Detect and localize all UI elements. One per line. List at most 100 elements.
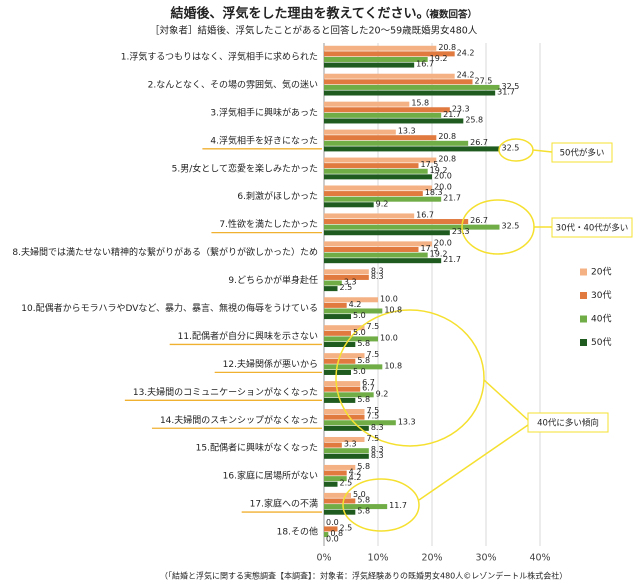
chart-title: 結婚後、浮気をした理由を教えてください。 bbox=[171, 6, 430, 22]
x-tick-label: 30% bbox=[475, 553, 496, 564]
category-label: 4.浮気相手を好きになった bbox=[210, 134, 318, 146]
bar bbox=[324, 280, 342, 286]
bar bbox=[324, 146, 500, 152]
value-label: 0.8 bbox=[330, 529, 343, 538]
bar bbox=[324, 84, 500, 90]
value-label: 7.5 bbox=[367, 412, 380, 421]
annotation-text: 50代が多い bbox=[560, 148, 605, 159]
value-label: 19.2 bbox=[430, 166, 448, 175]
x-tick-label: 40% bbox=[529, 553, 550, 564]
annotation-box bbox=[551, 142, 613, 163]
bar bbox=[324, 241, 432, 247]
value-label: 20.0 bbox=[434, 182, 452, 191]
value-label: 8.3 bbox=[371, 266, 384, 275]
category-label: 10.配偶者からモラハラやDVなど、暴力、暴言、無視の侮辱をうけている bbox=[21, 302, 318, 314]
bar bbox=[324, 163, 419, 169]
value-label: 24.2 bbox=[457, 48, 475, 57]
value-label: 23.3 bbox=[452, 104, 470, 113]
bar bbox=[324, 481, 338, 487]
value-label: 5.8 bbox=[357, 507, 370, 516]
value-label: 13.3 bbox=[398, 417, 416, 426]
legend-label: 30代 bbox=[591, 290, 611, 301]
category-label: 14.夫婦間のスキンシップがなくなった bbox=[160, 414, 318, 426]
value-label: 3.3 bbox=[344, 278, 357, 287]
bar bbox=[324, 45, 437, 51]
value-label: 19.2 bbox=[430, 54, 448, 63]
value-label: 10.0 bbox=[380, 294, 398, 303]
bar bbox=[324, 174, 432, 180]
x-tick-label: 20% bbox=[421, 553, 442, 564]
value-label: 5.8 bbox=[357, 395, 370, 404]
legend-label: 40代 bbox=[591, 314, 611, 325]
legend-swatch bbox=[580, 292, 587, 299]
category-label: 11.配偶者が自分に興味を示さない bbox=[178, 330, 318, 342]
bar bbox=[324, 425, 369, 431]
bar bbox=[324, 286, 338, 292]
bar bbox=[324, 112, 442, 118]
value-label: 18.3 bbox=[425, 188, 443, 197]
title-note: （複数回答） bbox=[420, 9, 477, 21]
bar bbox=[324, 135, 437, 141]
value-label: 15.8 bbox=[411, 99, 429, 108]
value-label: 17.5 bbox=[421, 244, 439, 253]
value-label: 20.0 bbox=[434, 238, 452, 247]
value-label: 8.3 bbox=[371, 451, 384, 460]
annotation-text: 30代・40代が多い bbox=[556, 223, 629, 234]
value-label: 32.5 bbox=[502, 222, 520, 231]
value-label: 13.3 bbox=[398, 127, 416, 136]
bar bbox=[324, 325, 365, 331]
value-label: 8.3 bbox=[371, 423, 384, 432]
bar bbox=[324, 202, 374, 208]
category-label: 3.浮気相手に興味があった bbox=[210, 106, 318, 118]
bar bbox=[324, 381, 361, 387]
value-label: 4.2 bbox=[349, 300, 362, 309]
value-label: 10.0 bbox=[380, 333, 398, 342]
value-label: 20.0 bbox=[434, 171, 452, 180]
bar bbox=[324, 442, 342, 448]
value-label: 21.7 bbox=[443, 110, 461, 119]
value-label: 7.5 bbox=[367, 434, 380, 443]
value-label: 6.7 bbox=[362, 378, 375, 387]
value-label: 6.7 bbox=[362, 384, 375, 393]
bar bbox=[324, 62, 415, 68]
category-label: 13.夫婦間のコミュニケーションがなくなった bbox=[133, 386, 318, 398]
category-label: 15.配偶者に興味がなくなった bbox=[196, 442, 318, 454]
value-label: 17.5 bbox=[421, 160, 439, 169]
value-label: 32.5 bbox=[502, 143, 520, 152]
bar bbox=[324, 330, 351, 336]
category-label: 12.夫婦関係が悪いから bbox=[223, 358, 318, 370]
value-label: 5.0 bbox=[353, 490, 366, 499]
value-label: 20.8 bbox=[438, 132, 456, 141]
legend-label: 20代 bbox=[591, 267, 611, 278]
category-label: 5.男/女として恋愛を楽しみたかった bbox=[172, 162, 318, 174]
bar bbox=[324, 107, 450, 113]
value-label: 32.5 bbox=[502, 82, 520, 91]
bar bbox=[324, 140, 469, 146]
x-tick-label: 0% bbox=[316, 553, 331, 564]
value-label: 0.0 bbox=[326, 518, 339, 527]
bar bbox=[324, 504, 388, 510]
bar bbox=[324, 308, 383, 314]
annotation-box bbox=[551, 217, 633, 238]
bar bbox=[324, 420, 396, 426]
value-label: 5.0 bbox=[353, 328, 366, 337]
bar bbox=[324, 364, 383, 370]
category-label: 8.夫婦間では満たせない精神的な繋がりがある（繋がりが欲しかった）ため bbox=[12, 246, 318, 258]
bar bbox=[324, 219, 469, 225]
bar bbox=[324, 353, 365, 359]
value-label: 4.2 bbox=[349, 473, 362, 482]
bar bbox=[324, 252, 428, 258]
value-label: 0.0 bbox=[326, 535, 339, 544]
bar bbox=[324, 392, 374, 398]
bar bbox=[324, 386, 361, 392]
value-label: 5.8 bbox=[357, 356, 370, 365]
value-label: 21.7 bbox=[443, 194, 461, 203]
bar bbox=[324, 470, 347, 476]
bar bbox=[324, 448, 369, 454]
value-label: 2.5 bbox=[340, 283, 353, 292]
value-label: 5.0 bbox=[353, 367, 366, 376]
value-label: 26.7 bbox=[470, 216, 488, 225]
bar bbox=[324, 336, 378, 342]
value-label: 26.7 bbox=[470, 138, 488, 147]
bar bbox=[324, 90, 496, 96]
